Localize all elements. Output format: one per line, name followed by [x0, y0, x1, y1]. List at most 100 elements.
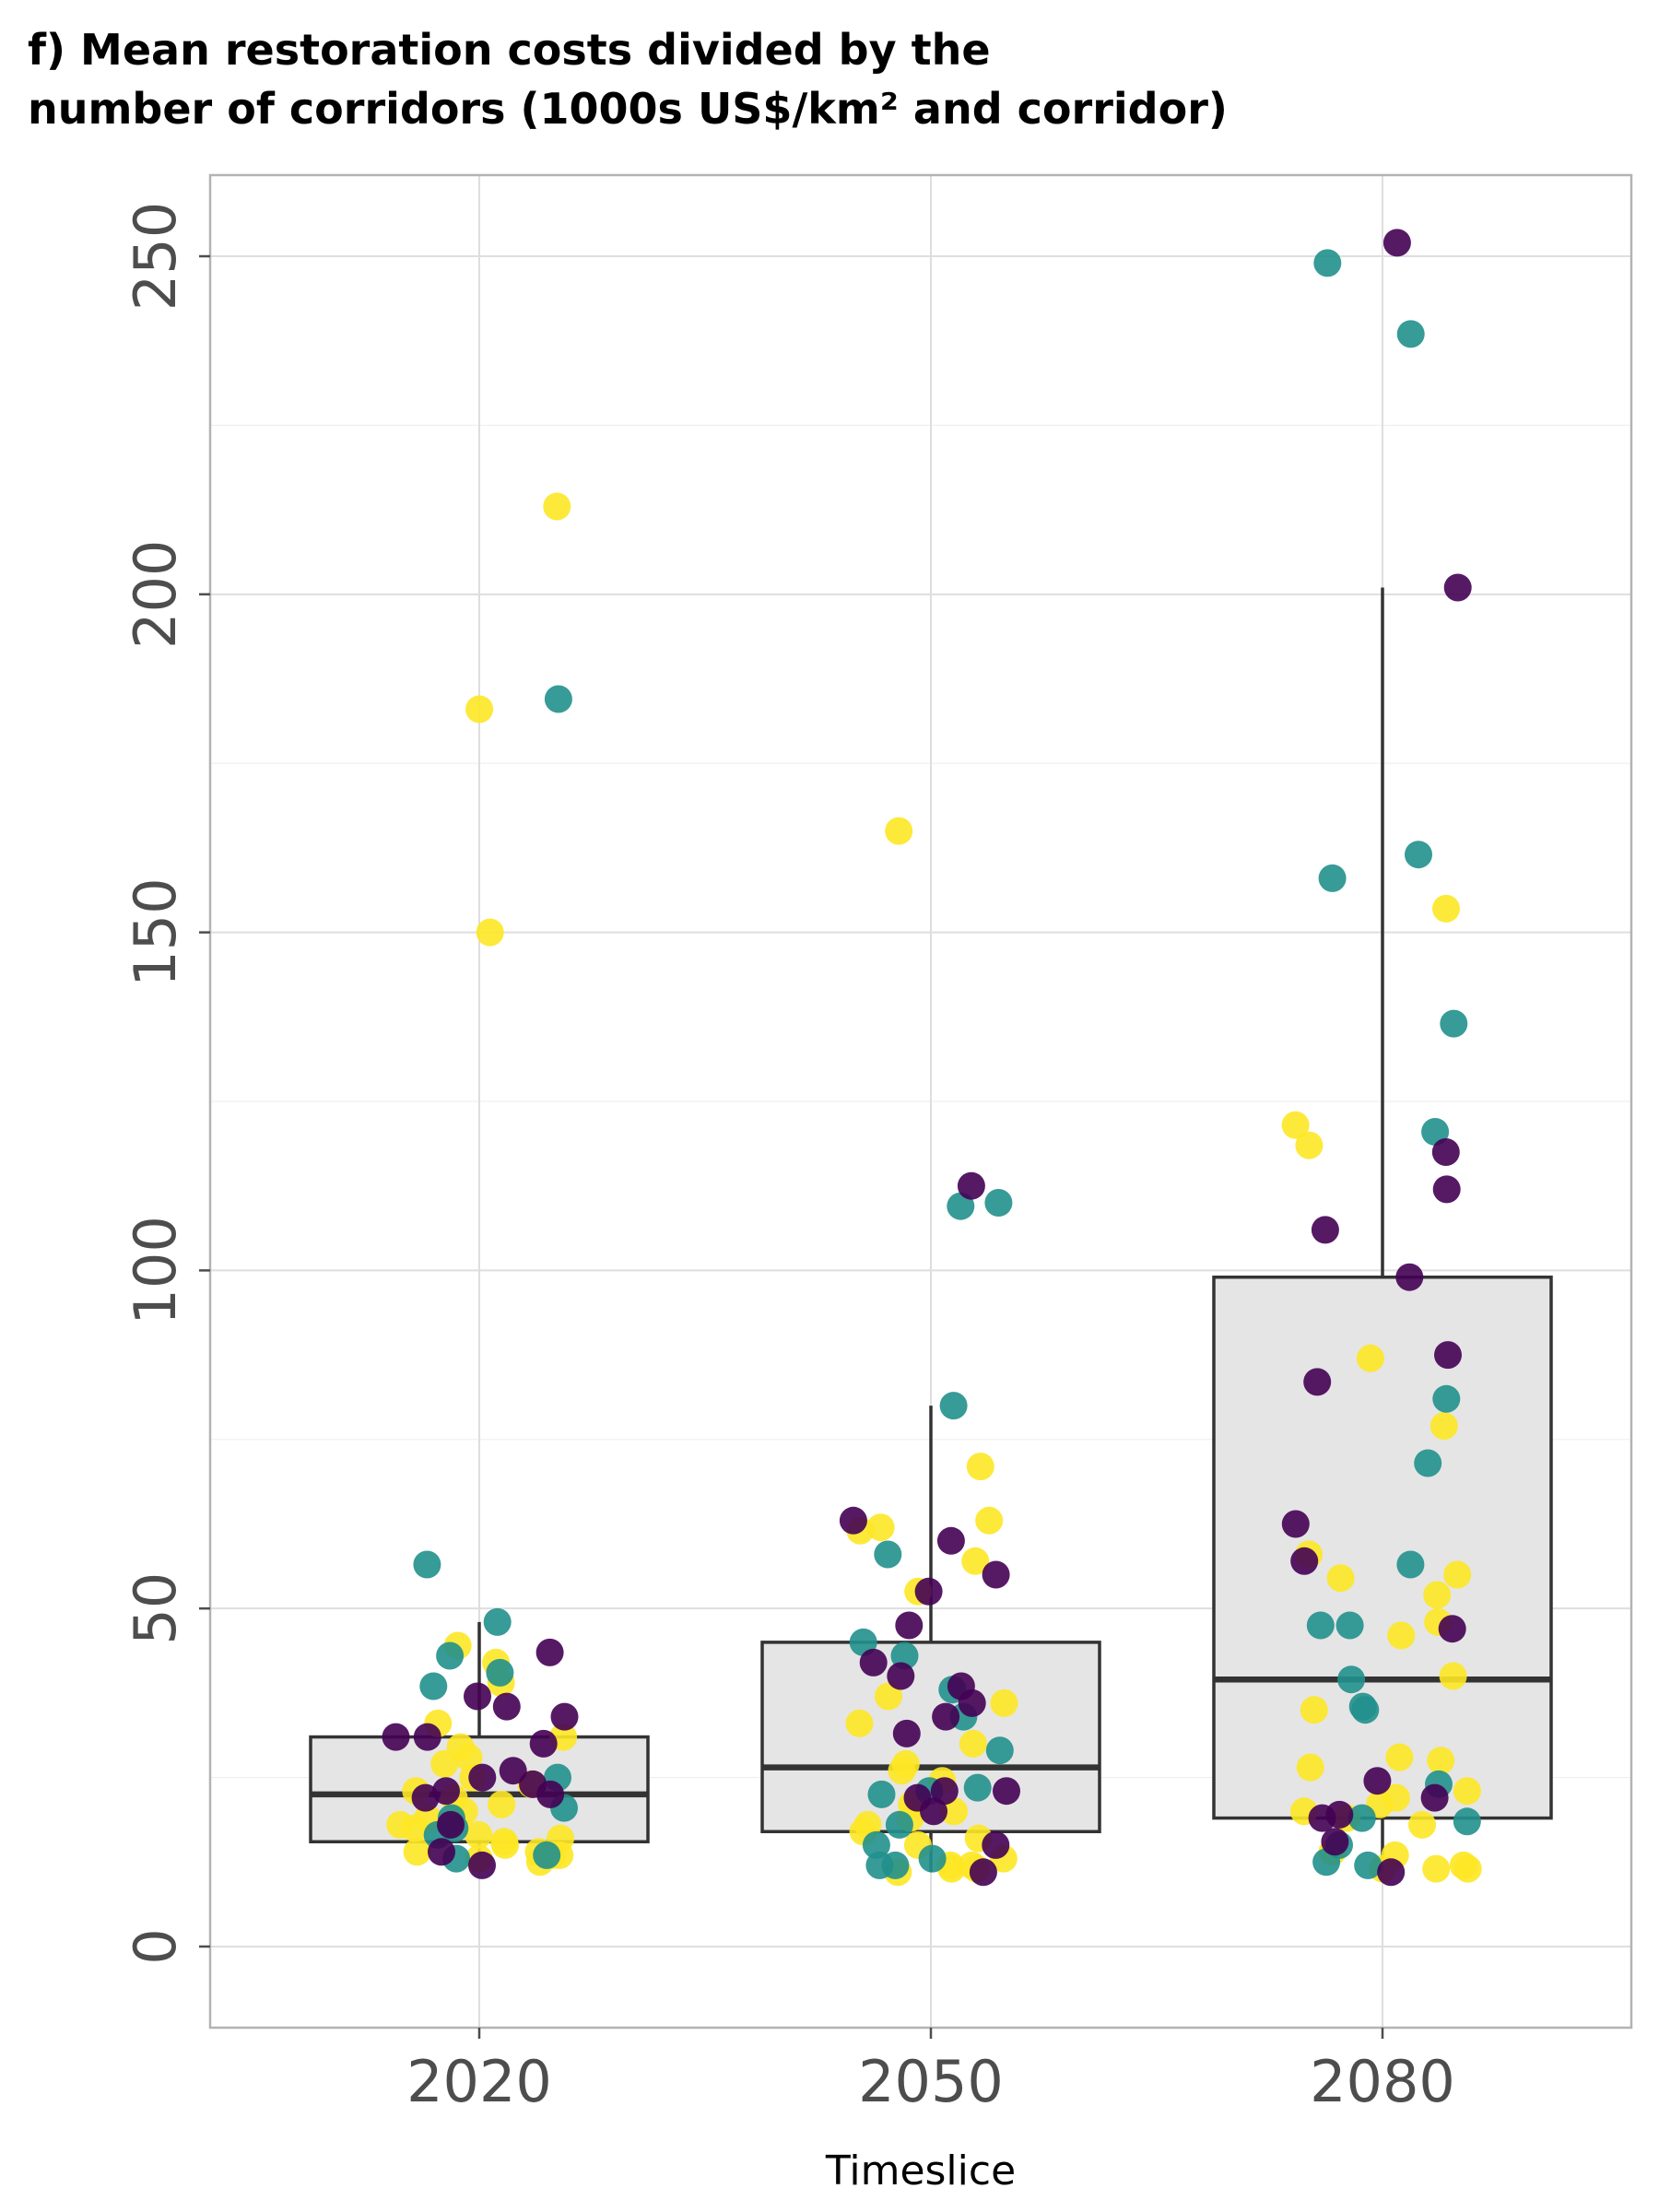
purple-point-2020 — [550, 1702, 579, 1731]
teal-point-2020 — [413, 1550, 441, 1579]
yellow-point-2080 — [1296, 1753, 1324, 1782]
purple-point-2080 — [1377, 1858, 1406, 1887]
yellow-point-2080 — [1439, 1662, 1467, 1690]
yellow-point-2020 — [401, 1814, 429, 1842]
yellow-point-2050 — [990, 1688, 1018, 1717]
yellow-point-2050 — [959, 1729, 987, 1758]
purple-point-2080 — [1382, 229, 1411, 257]
teal-point-2080 — [1421, 1118, 1450, 1146]
purple-point-2020 — [468, 1851, 496, 1879]
yellow-point-2020 — [476, 918, 504, 947]
teal-point-2080 — [1414, 1449, 1442, 1477]
purple-point-2050 — [982, 1560, 1010, 1589]
yellow-point-2020 — [543, 492, 571, 521]
teal-point-2080 — [1354, 1851, 1382, 1879]
purple-point-2050 — [895, 1611, 924, 1640]
purple-point-2080 — [1290, 1547, 1319, 1575]
teal-point-2080 — [1453, 1807, 1481, 1836]
teal-point-2080 — [1432, 1384, 1461, 1413]
yellow-point-2020 — [491, 1830, 519, 1859]
yellow-point-2080 — [1453, 1854, 1482, 1883]
purple-point-2050 — [839, 1506, 867, 1535]
yellow-point-2080 — [1432, 894, 1460, 923]
yellow-point-2020 — [430, 1749, 459, 1778]
yellow-point-2020 — [465, 695, 494, 724]
purple-point-2020 — [492, 1692, 521, 1721]
purple-point-2080 — [1434, 1341, 1462, 1370]
purple-point-2050 — [920, 1797, 947, 1826]
purple-point-2020 — [464, 1682, 491, 1711]
chart-title: f) Mean restoration costs divided by the… — [28, 20, 1631, 138]
yellow-point-2050 — [975, 1506, 1004, 1535]
teal-point-2080 — [1347, 1804, 1376, 1832]
yellow-point-2050 — [875, 1682, 902, 1711]
purple-point-2050 — [892, 1719, 921, 1747]
purple-point-2020 — [411, 1783, 440, 1812]
teal-point-2050 — [985, 1736, 1014, 1765]
y-tick-label: 0 — [122, 1928, 189, 1964]
yellow-point-2080 — [1427, 1747, 1455, 1775]
data-points-layer — [382, 229, 1482, 1887]
purple-point-2080 — [1431, 1138, 1460, 1166]
x-axis-ticks: 2020 2050 2080 — [406, 2028, 1455, 2115]
purple-point-2020 — [499, 1757, 527, 1785]
yellow-point-2050 — [961, 1547, 990, 1575]
yellow-point-2050 — [966, 1453, 994, 1481]
purple-point-2080 — [1308, 1804, 1336, 1832]
teal-point-2050 — [963, 1773, 992, 1802]
yellow-point-2080 — [1443, 1560, 1472, 1589]
teal-point-2050 — [874, 1540, 902, 1569]
yellow-point-2080 — [1295, 1131, 1324, 1159]
purple-point-2080 — [1303, 1368, 1332, 1396]
yellow-point-2020 — [488, 1790, 516, 1818]
x-tick-label: 2050 — [858, 2048, 1004, 2115]
purple-point-2020 — [529, 1729, 558, 1758]
purple-point-2080 — [1321, 1828, 1349, 1856]
yellow-point-2020 — [403, 1838, 431, 1866]
teal-point-2050 — [984, 1189, 1013, 1217]
purple-point-2050 — [930, 1777, 959, 1806]
yellow-point-2080 — [1300, 1696, 1328, 1724]
teal-point-2020 — [544, 685, 572, 713]
teal-point-2020 — [483, 1607, 512, 1636]
purple-point-2020 — [382, 1723, 410, 1751]
purple-point-2020 — [535, 1638, 564, 1666]
y-axis-ticks: 0 50 100 150 200 250 — [122, 202, 210, 1965]
yellow-point-2080 — [1423, 1581, 1452, 1609]
yellow-point-2020 — [465, 1820, 493, 1849]
chart-title-line-2: number of corridors (1000s US$/km² and c… — [28, 84, 1228, 134]
purple-point-2050 — [932, 1702, 960, 1731]
teal-point-2080 — [1440, 1009, 1468, 1038]
yellow-point-2080 — [1385, 1743, 1414, 1771]
purple-point-2020 — [468, 1763, 497, 1792]
yellow-point-2050 — [888, 1757, 916, 1785]
purple-point-2050 — [936, 1526, 965, 1555]
y-tick-label: 100 — [122, 1216, 189, 1324]
purple-point-2080 — [1395, 1263, 1424, 1291]
purple-point-2050 — [993, 1777, 1020, 1806]
purple-point-2080 — [1311, 1216, 1339, 1244]
yellow-point-2080 — [1326, 1564, 1355, 1593]
purple-point-2050 — [859, 1648, 888, 1677]
y-tick-label: 250 — [122, 202, 189, 311]
teal-point-2080 — [1318, 864, 1347, 892]
yellow-point-2080 — [1453, 1777, 1481, 1806]
grid-lines — [210, 175, 1631, 2028]
purple-point-2080 — [1363, 1767, 1392, 1795]
x-tick-label: 2080 — [1310, 2048, 1455, 2115]
y-tick-label: 50 — [122, 1572, 189, 1645]
y-tick-label: 200 — [122, 540, 189, 649]
box-2080 — [1212, 1275, 1553, 1820]
teal-point-2080 — [1337, 1665, 1366, 1694]
purple-point-2080 — [1438, 1615, 1466, 1643]
purple-point-2050 — [914, 1577, 943, 1606]
chart-title-line-1: f) Mean restoration costs divided by the — [28, 25, 991, 75]
x-axis-title: Timeslice — [825, 2147, 1016, 2194]
purple-point-2020 — [428, 1838, 455, 1866]
teal-point-2080 — [1405, 841, 1432, 869]
purple-point-2080 — [1281, 1510, 1310, 1538]
yellow-point-2050 — [885, 817, 913, 845]
purple-point-2020 — [519, 1770, 547, 1798]
teal-point-2050 — [865, 1851, 894, 1879]
